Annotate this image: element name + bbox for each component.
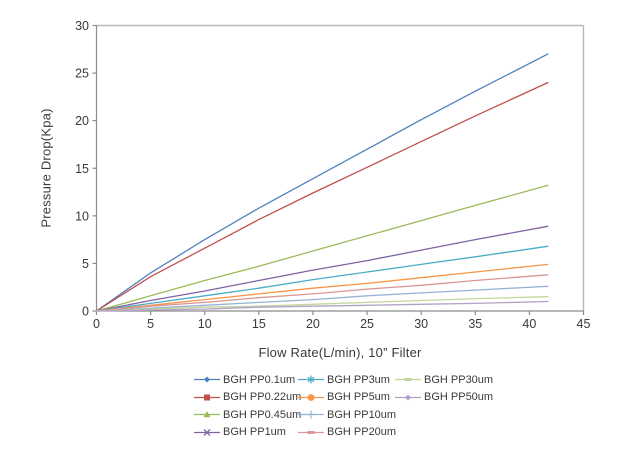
legend-label: BGH PP10um — [327, 408, 397, 421]
series-line-bgh-pp5um — [95, 263, 549, 312]
series-line-bgh-pp0.45um — [95, 184, 549, 312]
legend-marker-diamond-icon — [194, 376, 220, 383]
x-tick-label: 15 — [252, 317, 266, 331]
legend-item-bgh-pp0.1um: BGH PP0.1um — [194, 371, 298, 389]
legend-marker-circle-icon — [298, 393, 324, 401]
legend-label: BGH PP0.22um — [223, 391, 302, 404]
x-tick-label: 0 — [93, 317, 100, 331]
x-tick-label: 45 — [577, 317, 591, 331]
legend-marker-plus-icon — [298, 410, 324, 419]
series-line-bgh-pp3um — [95, 245, 549, 312]
x-tick-label: 40 — [522, 317, 536, 331]
legend-marker-square-icon — [194, 394, 220, 401]
x-tick-label: 20 — [306, 317, 320, 331]
legend-item-bgh-pp50um: BGH PP50um — [395, 389, 495, 407]
legend-marker-x-icon — [194, 428, 220, 436]
y-tick-label: 10 — [75, 209, 89, 223]
legend-item-bgh-pp3um: BGH PP3um — [298, 371, 395, 389]
y-axis-title: Pressure Drop(Kpa) — [38, 108, 54, 228]
legend-marker-dash-icon — [395, 378, 421, 382]
legend-item-bgh-pp10um: BGH PP10um — [298, 406, 397, 424]
legend-label: BGH PP0.45um — [223, 408, 302, 421]
legend-item-bgh-pp0.22um: BGH PP0.22um — [194, 389, 302, 407]
legend-item-bgh-pp20um: BGH PP20um — [298, 424, 397, 442]
legend-label: BGH PP3um — [327, 373, 390, 386]
x-tick-label: 10 — [198, 317, 212, 331]
x-tick-label: 35 — [468, 317, 482, 331]
series-line-bgh-pp10um — [95, 285, 549, 312]
legend-marker-asterisk-icon — [298, 375, 324, 384]
series-line-bgh-pp20um — [95, 274, 549, 312]
legend-label: BGH PP50um — [424, 391, 494, 404]
y-tick-label: 5 — [82, 257, 89, 271]
legend-column: BGH PP30um BGH PP50um — [395, 371, 495, 441]
legend-label: BGH PP0.1um — [223, 373, 296, 386]
legend-label: BGH PP1um — [223, 426, 286, 439]
x-tick-label: 25 — [360, 317, 374, 331]
series-line-bgh-pp30um — [95, 296, 549, 312]
legend-marker-dash-icon — [298, 430, 324, 434]
x-axis-title: Flow Rate(L/min), 10” Filter — [258, 345, 422, 360]
legend-label: BGH PP5um — [327, 391, 390, 404]
legend-label: BGH PP30um — [424, 373, 494, 386]
legend-item-bgh-pp5um: BGH PP5um — [298, 389, 395, 407]
y-tick-label: 15 — [75, 162, 89, 176]
x-tick-label: 5 — [147, 317, 154, 331]
series-line-bgh-pp0.1um — [95, 53, 549, 312]
y-tick-label: 30 — [75, 19, 89, 33]
series-line-bgh-pp50um — [95, 300, 549, 312]
legend-item-bgh-pp0.45um: BGH PP0.45um — [194, 406, 302, 424]
x-tick-label: 30 — [414, 317, 428, 331]
y-tick-label: 25 — [75, 67, 89, 81]
legend-column: BGH PP3um BGH PP5um BGH PP10um BGH PP20um — [298, 371, 397, 442]
legend-column: BGH PP0.1um BGH PP0.22um BGH PP0.45um BGH P… — [194, 371, 302, 442]
legend-marker-triangle-icon — [194, 411, 220, 418]
legend-item-bgh-pp30um: BGH PP30um — [395, 371, 495, 389]
chart-legend: BGH PP0.1um BGH PP0.22um BGH PP0.45um BGH P… — [194, 371, 495, 441]
legend-label: BGH PP20um — [327, 426, 397, 439]
series-line-bgh-pp0.22um — [95, 81, 549, 312]
series-line-bgh-pp1um — [95, 225, 549, 312]
legend-item-bgh-pp1um: BGH PP1um — [194, 424, 298, 442]
y-tick-label: 0 — [82, 305, 89, 319]
y-tick-label: 20 — [75, 114, 89, 128]
legend-marker-diamond-icon — [395, 394, 421, 401]
